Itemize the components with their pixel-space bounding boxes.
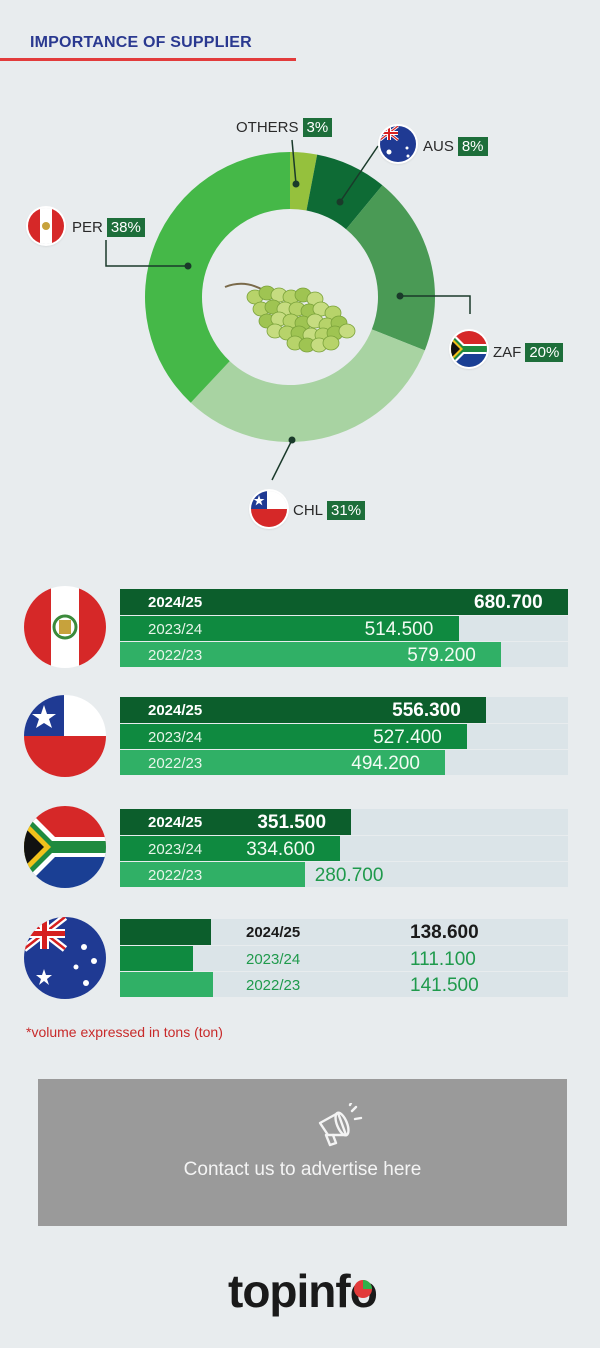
donut-label-name: CHL [293, 502, 324, 519]
bar-group-per: 2024/25 680.700 2023/24 514.500 2022/23 579.2… [120, 589, 568, 668]
donut-label-pct: 31% [327, 501, 366, 520]
bar-row: 2022/23 579.200 [120, 642, 568, 667]
donut-slice-chl [190, 329, 425, 442]
bar-chl-2022-23 [120, 750, 446, 775]
donut-slice-aus [306, 154, 383, 230]
bar-season-label: 2022/23 [148, 647, 203, 664]
per-flag-small-icon [28, 208, 64, 244]
grape-berry [322, 335, 340, 351]
section-title: IMPORTANCE OF SUPPLIER [30, 34, 252, 51]
donut-slice-others [290, 152, 318, 211]
bar-row: 2023/24 527.400 [120, 724, 568, 749]
donut-label-pct: 3% [302, 118, 333, 137]
bar-row: 2022/23 494.200 [120, 750, 568, 775]
bar-value-label: 556.300 [392, 700, 461, 721]
bar-group-chl: 2024/25 556.300 2023/24 527.400 2022/23 494.2… [120, 697, 568, 776]
bar-zaf-2023-24 [120, 836, 341, 861]
per-flag-icon [24, 586, 106, 668]
bar-row: 2024/25 351.500 [120, 809, 568, 835]
logo-text: topinf [228, 1265, 351, 1317]
bar-per-2024-25 [120, 589, 568, 615]
bar-per-2022-23 [120, 642, 502, 667]
supplier-donut-chart [105, 139, 471, 481]
bar-value-label: 138.600 [410, 922, 479, 943]
bar-season-label: 2024/25 [148, 814, 203, 831]
zaf-flag-icon [24, 806, 106, 888]
bar-aus-2022-23 [120, 972, 214, 997]
donut-label-pct: 38% [106, 218, 145, 237]
bar-row: 2024/25 680.700 [120, 589, 568, 615]
bar-value-label: 514.500 [364, 619, 434, 640]
bar-value-label: 527.400 [373, 727, 442, 748]
bar-season-label: 2022/23 [148, 755, 203, 772]
bar-season-label: 2022/23 [246, 977, 301, 994]
aus-flag-small-icon [380, 126, 416, 162]
bar-season-label: 2023/24 [148, 729, 203, 746]
volume-note: *volume expressed in tons (ton) [26, 1024, 223, 1040]
bar-value-label: 680.700 [474, 592, 543, 613]
bar-row: 2024/25 138.600 [120, 919, 568, 945]
donut-label-zaf: ZAF 20% [493, 343, 564, 362]
bar-aus-2024-25 [120, 919, 212, 945]
bar-per-2023-24 [120, 616, 459, 641]
donut-label-name: OTHERS [236, 119, 299, 136]
bar-row: 2023/24 111.100 [120, 946, 568, 971]
bar-aus-2023-24 [120, 946, 194, 971]
donut-label-per: PER 38% [72, 218, 145, 237]
bar-value-label: 334.600 [246, 839, 315, 860]
bar-season-label: 2023/24 [148, 621, 203, 638]
bar-row: 2022/23 141.500 [120, 972, 568, 997]
donut-label-name: ZAF [493, 344, 522, 361]
donut-label-others: OTHERS 3% [236, 118, 333, 137]
bar-season-label: 2023/24 [246, 951, 301, 968]
donut-label-pct: 20% [525, 343, 564, 362]
bar-row: 2024/25 556.300 [120, 697, 568, 723]
donut-label-aus: AUS 8% [423, 137, 488, 156]
bar-value-label: 141.500 [410, 975, 479, 996]
bar-row: 2022/23 280.700 [120, 862, 568, 887]
bar-value-label: 494.200 [351, 753, 420, 774]
donut-label-pct: 8% [457, 137, 488, 156]
donut-slice-per [145, 152, 290, 403]
donut-label-name: AUS [423, 138, 454, 155]
donut-label-chl: CHL 31% [293, 501, 366, 520]
bar-group-zaf: 2024/25 351.500 2023/24 334.600 2022/23 280.7… [120, 809, 568, 888]
bar-season-label: 2022/23 [148, 867, 203, 884]
bar-chl-2024-25 [120, 697, 487, 723]
grapes-image [224, 282, 356, 353]
bar-season-label: 2023/24 [148, 841, 203, 858]
donut-slice-zaf [346, 185, 436, 351]
bar-season-label: 2024/25 [148, 702, 203, 719]
bar-value-label: 280.700 [314, 865, 384, 886]
chl-flag-icon [24, 695, 106, 777]
bar-group-aus: 2024/25 138.600 2023/24 111.100 2022/23 141.5… [120, 919, 568, 998]
zaf-flag-small-icon [451, 331, 487, 367]
grape-berry [338, 323, 356, 339]
bar-row: 2023/24 334.600 [120, 836, 568, 861]
bar-zaf-2024-25 [120, 809, 352, 835]
bar-value-label: 351.500 [257, 812, 327, 833]
aus-flag-icon [24, 917, 106, 999]
bar-season-label: 2024/25 [246, 924, 301, 941]
topinfo-logo[interactable]: topinf o [228, 1264, 378, 1318]
advertise-text: Contact us to advertise here [183, 1159, 422, 1180]
bar-chl-2023-24 [120, 724, 468, 749]
advertise-banner[interactable]: Contact us to advertise here [38, 1079, 567, 1226]
donut-label-name: PER [72, 219, 103, 236]
bar-zaf-2022-23 [120, 862, 305, 887]
logo-dot-icon [353, 1280, 372, 1298]
bar-track [120, 946, 568, 971]
chl-flag-small-icon [251, 491, 287, 527]
megaphone-icon [318, 1103, 363, 1147]
bar-row: 2023/24 514.500 [120, 616, 568, 641]
bar-season-label: 2024/25 [148, 594, 203, 611]
header-underline [0, 58, 296, 61]
bar-value-label: 111.100 [410, 949, 476, 970]
bar-value-label: 579.200 [407, 645, 476, 666]
